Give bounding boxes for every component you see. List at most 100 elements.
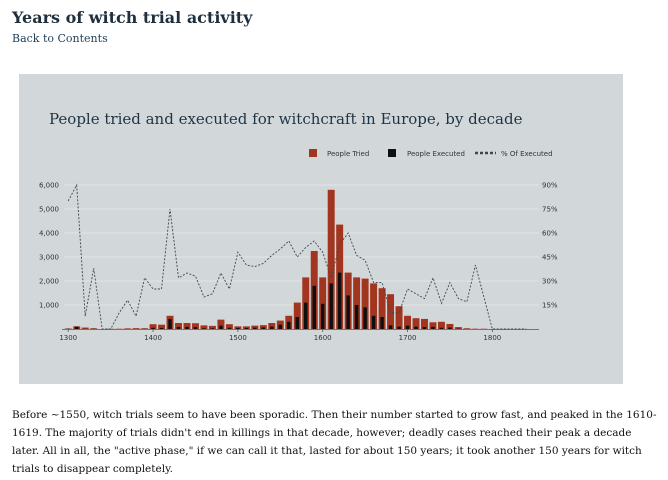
bar-people-tried xyxy=(90,328,98,329)
bar-people-executed xyxy=(236,327,240,329)
page-title: Years of witch trial activity xyxy=(12,8,253,27)
bar-people-tried xyxy=(463,328,471,329)
pct-executed-line xyxy=(67,183,527,330)
bar-people-executed xyxy=(227,327,232,329)
x-tick-label: 1500 xyxy=(229,334,247,342)
x-tick-label: 1600 xyxy=(314,334,332,342)
bar-people-tried xyxy=(454,327,462,329)
chart-svg: People tried and executed for witchcraft… xyxy=(39,110,558,342)
bar-people-executed xyxy=(193,327,198,329)
bar-people-executed xyxy=(380,317,384,329)
bar-people-executed xyxy=(405,325,410,329)
bar-people-tried xyxy=(421,318,428,329)
x-tick-label: 1800 xyxy=(483,334,501,342)
bar-people-tried xyxy=(234,326,242,329)
bar-people-executed xyxy=(168,318,172,329)
bar-people-executed xyxy=(388,325,393,329)
y2-tick-label: 45% xyxy=(542,254,558,262)
bar-people-executed xyxy=(320,303,325,329)
legend-swatch-tried xyxy=(309,149,317,157)
bar-people-tried xyxy=(429,322,437,329)
bar-people-executed xyxy=(219,325,223,329)
bar-people-executed xyxy=(159,327,164,329)
bar-people-executed xyxy=(176,326,181,329)
bar-people-tried xyxy=(319,277,327,329)
y2-tick-label: 15% xyxy=(542,302,558,310)
bar-people-tried xyxy=(378,288,386,329)
bar-people-executed xyxy=(397,326,401,329)
back-to-contents-link[interactable]: Back to Contents xyxy=(12,32,108,45)
bar-people-tried xyxy=(158,324,166,329)
bar-people-executed xyxy=(295,317,299,329)
bar-people-tried xyxy=(395,306,403,329)
bar-people-tried xyxy=(353,277,361,329)
bar-people-tried xyxy=(191,323,199,329)
pct-line xyxy=(67,183,527,330)
y2-tick-label: 30% xyxy=(542,278,558,286)
bar-people-executed xyxy=(422,327,427,329)
bar-people-tried xyxy=(124,328,132,329)
legend-label-pct: % Of Executed xyxy=(501,150,553,158)
bar-people-executed xyxy=(261,327,266,329)
bar-people-tried xyxy=(81,327,89,329)
grid-lines xyxy=(64,184,539,306)
y-tick-label: 4,000 xyxy=(39,230,59,238)
y-tick-label: 5,000 xyxy=(39,206,59,214)
chart-legend: People Tried People Executed % Of Execut… xyxy=(309,149,553,158)
bar-people-executed xyxy=(270,326,274,329)
legend-swatch-executed xyxy=(388,149,396,157)
bar-people-tried xyxy=(175,323,182,329)
bar-people-tried xyxy=(217,319,225,329)
bar-people-executed xyxy=(414,326,418,329)
y-tick-label: 1,000 xyxy=(39,302,59,310)
chart-panel: People tried and executed for witchcraft… xyxy=(19,74,623,384)
y-tick-label: 6,000 xyxy=(39,182,59,190)
bar-people-executed xyxy=(74,326,79,329)
bar-people-tried xyxy=(200,325,208,329)
bars xyxy=(64,189,488,329)
bar-people-tried xyxy=(251,325,259,329)
y-tick-label: 3,000 xyxy=(39,254,59,262)
bar-people-tried xyxy=(370,283,378,329)
bar-people-tried xyxy=(149,324,157,329)
bar-people-tried xyxy=(437,321,445,329)
bar-people-executed xyxy=(151,327,155,329)
bar-people-executed xyxy=(346,295,350,329)
bar-people-executed xyxy=(312,285,316,329)
bar-people-tried xyxy=(141,328,149,329)
bar-people-tried xyxy=(293,302,301,329)
bar-people-executed xyxy=(304,302,308,329)
bar-people-tried xyxy=(446,323,454,329)
bar-people-executed xyxy=(371,315,376,329)
x-tick-label: 1300 xyxy=(59,334,77,342)
bar-people-tried xyxy=(404,315,412,329)
bar-people-tried xyxy=(183,323,191,329)
bar-people-tried xyxy=(259,325,267,329)
x-tick-label: 1700 xyxy=(399,334,417,342)
description-paragraph: Before ~1550, witch trials seem to have … xyxy=(12,409,657,475)
bar-people-executed xyxy=(202,328,206,329)
bar-people-tried xyxy=(242,326,250,329)
bar-people-executed xyxy=(337,272,342,329)
bar-people-executed xyxy=(363,307,367,329)
bar-people-tried xyxy=(327,189,335,329)
bar-people-tried xyxy=(208,325,216,329)
bar-people-executed xyxy=(287,321,291,329)
bar-people-executed xyxy=(253,327,257,329)
bar-people-tried xyxy=(132,328,140,329)
y-tick-label: 2,000 xyxy=(39,278,59,286)
bar-people-executed xyxy=(278,324,283,329)
bar-people-executed xyxy=(210,328,215,329)
bar-people-executed xyxy=(439,327,444,329)
y2-tick-label: 60% xyxy=(542,230,558,238)
bar-people-executed xyxy=(431,326,435,329)
chart-title: People tried and executed for witchcraft… xyxy=(49,110,523,128)
bar-people-tried xyxy=(268,323,276,329)
bar-people-tried xyxy=(361,278,369,329)
bar-people-executed xyxy=(329,283,333,329)
y2-tick-label: 90% xyxy=(542,182,558,190)
bar-people-executed xyxy=(354,305,359,329)
bar-people-tried xyxy=(225,324,233,329)
y2-tick-label: 75% xyxy=(542,206,558,214)
bar-people-executed xyxy=(244,327,249,329)
